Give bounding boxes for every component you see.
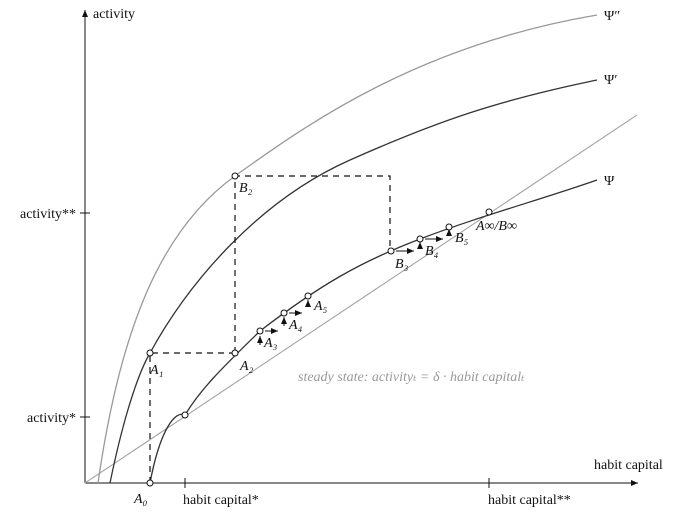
point-label: A₅ (313, 299, 328, 314)
y-tick-label: activity* (27, 411, 76, 426)
curve-psi-prime (109, 79, 598, 484)
point-label: B₄ (425, 244, 439, 259)
step-arrows (257, 229, 452, 345)
curve-label: Ψ′ (604, 73, 617, 88)
x-tick-label: habit capital** (488, 493, 571, 508)
steady-state-label: steady state: activityₜ = δ · habit capi… (298, 370, 525, 385)
point-label: A₁ (149, 363, 163, 378)
y-axis-label: activity (93, 7, 135, 22)
point-label: A₃ (263, 336, 278, 351)
y-tick-label: activity** (20, 207, 76, 222)
point-label: A∞/B∞ (475, 219, 517, 234)
steady-state-line (84, 114, 638, 484)
dashed-path (234, 175, 391, 353)
point-label: A₂ (239, 359, 254, 374)
points (146, 172, 493, 487)
x-axis-label: habit capital (594, 458, 663, 473)
point-label: B₂ (239, 181, 253, 196)
x-tick-label: habit capital* (183, 493, 259, 508)
curve-psi-double-prime (97, 14, 598, 484)
point-label: A₄ (288, 318, 303, 333)
curve-label: Ψ (604, 174, 615, 189)
curve-label: Ψ″ (604, 9, 620, 24)
point-label: B₃ (395, 257, 409, 272)
point-label: A₀ (133, 492, 148, 507)
point-label: B₅ (455, 231, 469, 246)
curve-psi (149, 179, 598, 484)
